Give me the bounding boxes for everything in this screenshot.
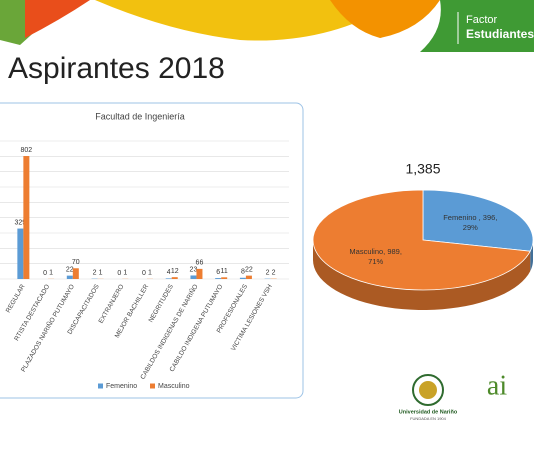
data-label: 6 (216, 269, 220, 276)
bar (215, 278, 222, 279)
bar (23, 156, 30, 279)
brand-top: Factor (466, 14, 498, 26)
data-label: 66 (196, 260, 204, 267)
data-label: 1 (49, 270, 53, 277)
data-label: 11 (221, 268, 228, 275)
bar (190, 275, 197, 279)
chart-frame (0, 102, 304, 399)
data-label: 329 (15, 219, 27, 226)
bar (72, 268, 79, 279)
legend-label: Femenino (106, 383, 137, 390)
brand-banner (420, 0, 534, 52)
data-label: 23 (190, 266, 198, 273)
decor-red (25, 0, 90, 38)
bar (17, 228, 24, 279)
university-sub: FUNDADA EN 1904 (410, 416, 447, 421)
data-label: 70 (72, 259, 80, 266)
university-name: Universidad de Nariño (399, 409, 458, 415)
pie-slice (422, 189, 534, 252)
office-logo: ai (487, 370, 507, 401)
data-label: 4 (167, 269, 171, 276)
data-label: 12 (171, 268, 179, 275)
pie-data-label: Masculino, 989, 71% (349, 247, 402, 267)
data-label: 2 (266, 270, 270, 277)
data-label: 1 (148, 270, 152, 277)
data-label: 2 (93, 270, 97, 277)
bar (165, 278, 172, 279)
brand-bottom: Estudiantes (466, 27, 534, 41)
university-seal-center (419, 381, 437, 399)
data-label: 0 (142, 270, 146, 277)
data-label: 0 (117, 270, 121, 277)
data-label: 22 (245, 266, 253, 273)
data-label: 8 (241, 269, 245, 276)
pie-title: 1,385 (405, 161, 440, 177)
bar (196, 268, 203, 279)
bar (245, 275, 252, 279)
decor-yellow (95, 0, 400, 41)
data-label: 2 (272, 270, 276, 277)
legend-label: Masculino (158, 383, 190, 390)
pie-data-label: Femenino , 396, 29% (443, 212, 498, 232)
decor-orange (330, 0, 440, 38)
bar (221, 277, 228, 279)
pie-slice-side (530, 240, 533, 272)
pie-slice (312, 189, 531, 291)
bar (239, 277, 246, 279)
legend-swatch (150, 383, 155, 389)
data-label: 1 (99, 270, 103, 277)
bar (66, 275, 73, 279)
chart-title: Facultad de Ingeniería (95, 111, 185, 121)
data-label: 22 (66, 266, 74, 273)
data-label: 1 (123, 270, 127, 277)
bar (171, 277, 178, 279)
data-label: 802 (21, 147, 33, 154)
pie-slice-side (313, 240, 531, 310)
legend-swatch (98, 383, 103, 389)
slide-title: Aspirantes 2018 (8, 52, 225, 85)
data-label: 0 (43, 270, 47, 277)
